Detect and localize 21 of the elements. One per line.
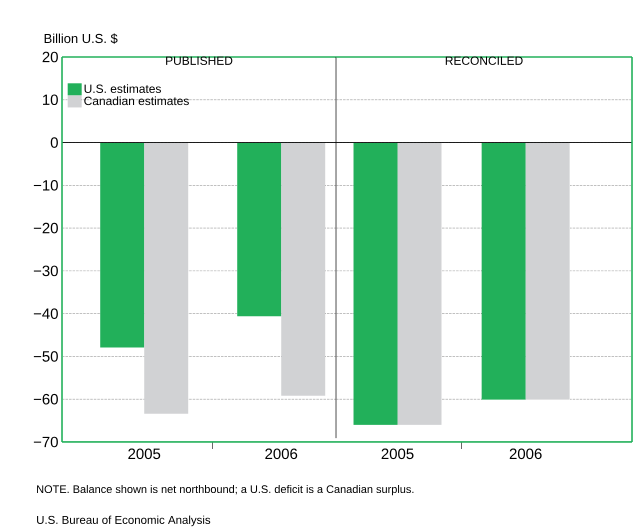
text: U.S. Bureau of Economic Analysis — [37, 516, 210, 526]
x-tick-label: 2006 — [265, 448, 298, 460]
legend-label: U.S. estimates — [84, 84, 161, 93]
x-tick-label: 2006 — [510, 448, 542, 460]
y-tick-label: −40 — [34, 308, 58, 319]
chart-title: RECONCILED — [446, 56, 523, 65]
x-tick-label: 2005 — [382, 448, 414, 460]
legend-label: Canadian estimates — [84, 96, 189, 106]
y-tick-label: −50 — [34, 351, 58, 362]
y-tick-label: −60 — [34, 394, 58, 404]
y-tick-label: −20 — [34, 222, 58, 234]
chart-title: PUBLISHED — [166, 56, 232, 65]
y-tick-label: 10 — [43, 94, 58, 106]
y-tick-label: 0 — [50, 137, 58, 148]
text: NOTE. Balance shown is net northbound; a U.S. deficit is a Canadian surplus. — [37, 485, 414, 496]
y-axis-title: Billion U.S. $ — [44, 33, 118, 44]
y-tick-label: −30 — [34, 266, 58, 276]
y-tick-label: −70 — [34, 436, 58, 448]
y-tick-label: −10 — [34, 180, 58, 191]
y-tick-label: 20 — [42, 52, 58, 62]
x-tick-label: 2005 — [128, 448, 160, 460]
